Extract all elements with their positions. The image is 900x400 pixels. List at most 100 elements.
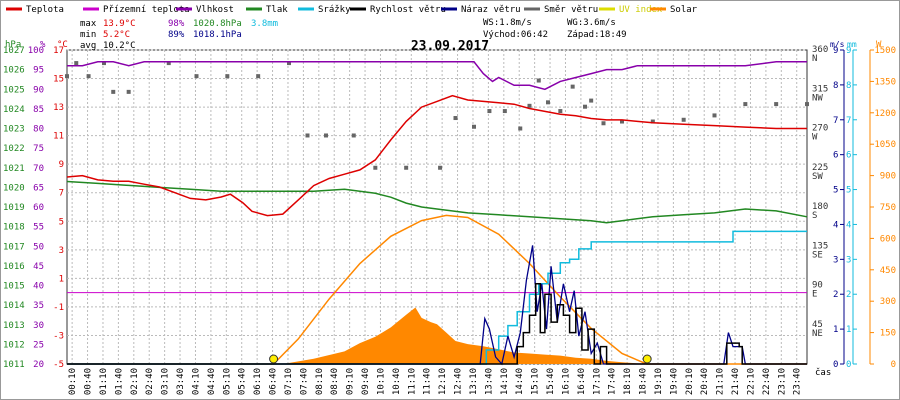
axis-tick-humidity: 40 [33,282,44,292]
axis-tick-time: 21:10 [716,368,726,395]
axis-unit-pressure: hPa [5,40,21,50]
wind-dir-point [65,74,69,79]
axis-tick-pressure: 1020 [3,183,25,193]
axis-tick-solar: 900 [880,172,896,182]
wind-dir-point [305,133,310,138]
axis-tick-temperature: 15 [53,75,64,85]
stat-min-hum: 89% [168,30,185,40]
wind-dir-point [74,61,79,66]
axis-tick-humidity: 50 [33,242,44,252]
wind-dir-point [86,74,91,79]
axis-unit-rain: mm [847,40,857,49]
axis-tick-time: 00:10 [68,368,78,395]
wind-dir-point [404,165,409,170]
axis-tick-wind-dir: 225 [812,163,828,173]
stat-max-temp: 13.9°C [103,19,136,29]
wind-dir-point [487,109,492,114]
axis-tick-time: 16:40 [577,368,587,395]
axis-tick-solar: 0 [891,360,896,370]
wind-dir-point [351,133,356,138]
axis-tick-solar: 750 [880,203,896,213]
axis-tick-wind-speed: 5 [833,186,838,196]
axis-tick-solar: 1050 [874,140,896,150]
stat-min-label: min [80,30,96,40]
axis-tick-time: 11:40 [423,368,433,395]
axis-tick-pressure: 1018 [3,223,25,233]
stat-ws: WS:1.8m/s [483,18,532,28]
axis-tick-time: 21:40 [731,368,741,395]
axis-tick-temperature: 13 [53,103,64,113]
axis-tick-rain: 8 [846,81,851,91]
axis-tick-time: 13:40 [484,368,494,395]
axis-tick-wind-dir: 135 [812,241,828,251]
legend-label: Směr větru [544,5,598,15]
axis-tick-pressure: 1012 [3,340,25,350]
axis-tick-pressure: 1027 [3,46,25,56]
stat-wg: WG:3.6m/s [567,18,616,28]
axis-tick-time: 18:10 [623,368,633,395]
legend-label: Přízemní teplota [103,5,190,15]
axis-tick-wind-dir: 180 [812,202,828,212]
wind-dir-point [194,74,199,79]
axis-tick-pressure: 1024 [3,105,25,115]
axis-tick-humidity: 20 [33,360,44,370]
axis-tick-rain: 3 [846,255,851,265]
wind-dir-point [570,84,575,89]
axis-tick-pressure: 1019 [3,203,25,213]
axis-tick-rain: 1 [846,325,851,335]
axis-tick-humidity: 75 [33,144,44,154]
axis-tick-pressure: 1015 [3,282,25,292]
axis-tick-wind-dir-name: SE [812,250,823,260]
axis-tick-temperature: -5 [53,360,64,370]
wind-dir-point [472,124,476,129]
axis-tick-pressure: 1017 [3,242,25,252]
legend-label: Tlak [266,5,288,15]
axis-tick-humidity: 80 [33,125,44,135]
axis-tick-time: 19:10 [654,368,664,395]
axis-tick-time: 19:40 [669,368,679,395]
stat-max-label: max [80,19,97,29]
axis-tick-wind-speed: 0 [833,360,838,370]
axis-tick-temperature: 7 [59,189,64,199]
axis-tick-time: 05:40 [238,368,248,395]
axis-tick-solar: 300 [880,297,896,307]
series-wind-gust [67,245,807,366]
series-temperature [66,94,807,217]
axis-tick-wind-dir-name: N [812,54,817,64]
axis-tick-time: 08:10 [315,368,325,395]
axis-tick-time: 12:10 [438,368,448,395]
axis-tick-wind-dir: 90 [812,281,823,291]
stat-max-press: 1020.8hPa [193,19,242,29]
legend-label: Rychlost větru [370,5,446,15]
axis-tick-time: 10:40 [392,368,402,395]
axis-tick-rain: 9 [846,46,851,56]
axis-tick-wind-dir-name: S [812,211,817,221]
stat-avg-temp: 10.2°C [103,41,136,51]
axis-tick-time: 22:10 [746,368,756,395]
axis-tick-time: 05:10 [222,368,232,395]
axis-tick-time: 08:40 [330,368,340,395]
axis-tick-humidity: 70 [33,164,44,174]
axis-tick-humidity: 55 [33,223,44,233]
chart-title: 23.09.2017 [411,39,489,54]
axis-tick-rain: 0 [846,360,851,370]
axis-tick-wind-dir: 360 [812,45,828,55]
axis-tick-time: 02:10 [130,368,140,395]
wind-dir-point [166,61,171,66]
axis-tick-time: 12:40 [454,368,464,395]
axis-tick-time: 10:10 [376,368,386,395]
axis-tick-time: 20:40 [700,368,710,395]
axis-tick-time: 18:40 [639,368,649,395]
axis-tick-wind-dir: 315 [812,84,828,94]
axis-tick-time: 04:40 [207,368,217,395]
axis-tick-pressure: 1011 [3,360,25,370]
legend-label: Náraz větru [461,5,521,15]
legend-label: Teplota [26,5,64,15]
axis-tick-temperature: 1 [59,274,64,284]
axis-tick-time: 03:40 [176,368,186,395]
axis-tick-pressure: 1014 [3,301,25,311]
wind-dir-point [111,89,116,94]
axis-tick-time: 20:10 [685,368,695,395]
axis-tick-solar: 600 [880,234,896,244]
axis-tick-time: 09:10 [346,368,356,395]
